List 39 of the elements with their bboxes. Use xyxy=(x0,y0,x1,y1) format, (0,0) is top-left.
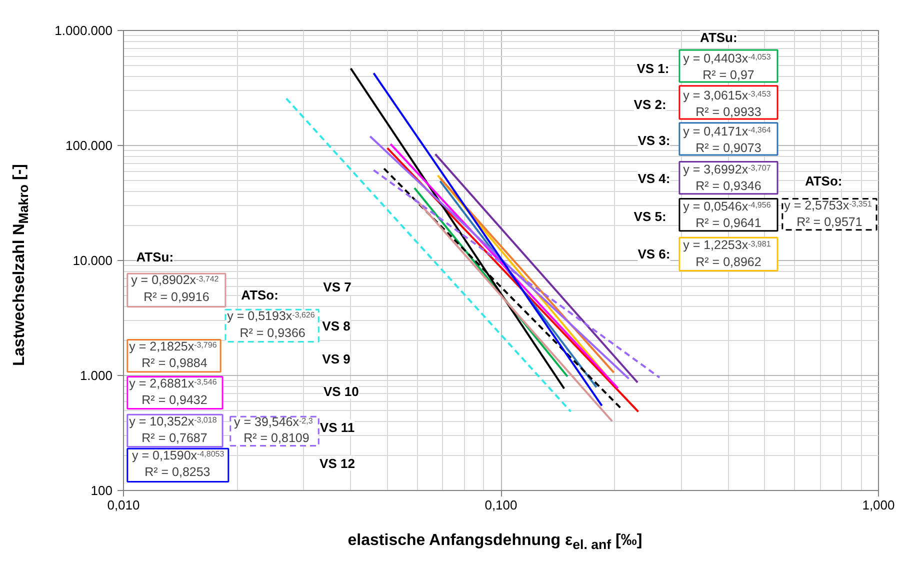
annotation: VS 2: xyxy=(634,96,666,112)
annotation: ATSo: xyxy=(241,288,278,303)
annotation: VS 10 xyxy=(323,384,359,399)
y-tick-label: 1.000 xyxy=(80,368,113,383)
annotation: R² = 0,8962 xyxy=(696,254,762,269)
x-tick-label: 1,000 xyxy=(862,498,895,512)
annotation: ATSu: xyxy=(136,250,174,265)
annotation: R² = 0,9641 xyxy=(696,216,762,230)
annotation: VS 7 xyxy=(323,280,352,295)
annotation: R² = 0,7687 xyxy=(142,430,208,445)
annotation: R² = 0,9571 xyxy=(796,215,862,230)
annotation: R² = 0,97 xyxy=(702,68,754,82)
annotation: VS 9 xyxy=(322,352,350,367)
annotation: VS 12 xyxy=(320,456,355,471)
annotation: ATSo: xyxy=(804,174,842,189)
annotation: R² = 0,9933 xyxy=(696,105,762,120)
annotation: VS 11 xyxy=(320,420,355,435)
x-tick-label: 0,010 xyxy=(107,498,140,512)
annotation: R² = 0,9073 xyxy=(696,141,762,156)
annotation: R² = 0,9432 xyxy=(142,393,208,408)
annotation: VS 4: xyxy=(638,170,670,186)
x-axis-title: elastische Anfangsdehnung ε$_{el. anf}$ [‰] xyxy=(348,530,642,554)
annotation: VS 1: xyxy=(636,60,670,76)
annotation: R² = 0,9346 xyxy=(696,179,762,194)
annotation: ATSu: xyxy=(700,30,738,45)
annotation: R² = 0,9366 xyxy=(240,326,306,340)
annotation: VS 3: xyxy=(638,132,670,148)
annotation: VS 6: xyxy=(638,246,670,262)
y-tick-label: 100.000 xyxy=(66,138,113,153)
x-tick-label: 0,100 xyxy=(484,498,518,512)
annotation: R² = 0,9916 xyxy=(144,290,210,304)
y-tick-label: 10.000 xyxy=(72,253,113,268)
annotation: R² = 0,8253 xyxy=(144,465,210,480)
annotation: R² = 0,8109 xyxy=(244,430,310,445)
y-tick-label: 1.000.000 xyxy=(54,23,113,38)
annotation: VS 5: xyxy=(634,208,666,224)
y-tick-label: 100 xyxy=(90,483,113,498)
annotation: R² = 0,9884 xyxy=(142,356,208,370)
annotation: VS 8 xyxy=(322,318,350,334)
